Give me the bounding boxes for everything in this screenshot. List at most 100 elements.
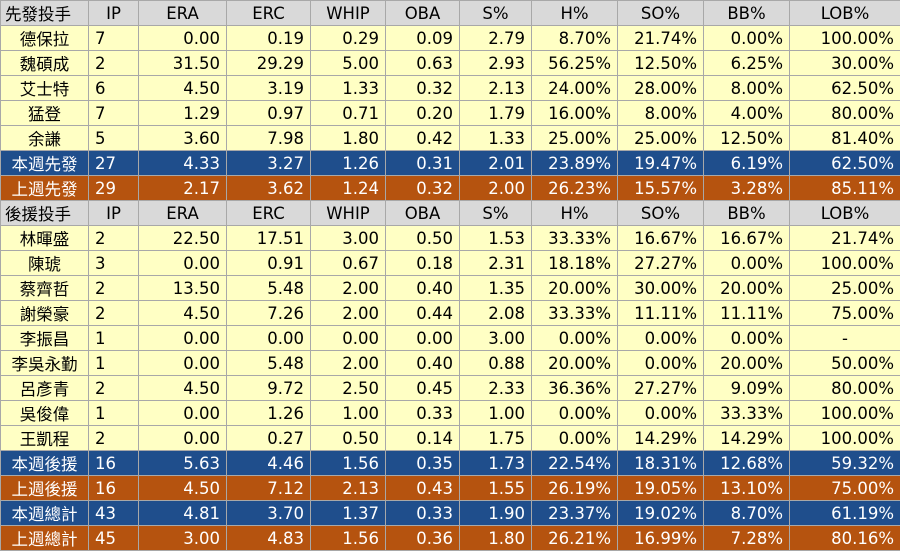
era-cell: 0.00 <box>139 401 227 426</box>
lob-pct-cell: 21.74% <box>790 226 900 251</box>
whip-cell: 2.13 <box>311 476 386 501</box>
s-pct-cell: 2.01 <box>460 151 532 176</box>
column-header-oba: OBA <box>386 1 460 26</box>
whip-cell: 1.37 <box>311 501 386 526</box>
oba-cell: 0.18 <box>386 251 460 276</box>
h-pct-cell: 26.21% <box>532 526 618 551</box>
ip-cell: 27 <box>89 151 139 176</box>
name-cell: 蔡齊哲 <box>1 276 89 301</box>
h-pct-cell: 0.00% <box>532 326 618 351</box>
oba-cell: 0.40 <box>386 276 460 301</box>
bb-pct-cell: 9.09% <box>704 376 790 401</box>
lob-pct-cell: 80.16% <box>790 526 900 551</box>
bb-pct-cell: 12.68% <box>704 451 790 476</box>
era-cell: 3.00 <box>139 526 227 551</box>
era-cell: 13.50 <box>139 276 227 301</box>
ip-cell: 2 <box>89 426 139 451</box>
bb-pct-cell: 11.11% <box>704 301 790 326</box>
whip-cell: 1.00 <box>311 401 386 426</box>
h-pct-cell: 0.00% <box>532 426 618 451</box>
name-cell: 王凱程 <box>1 426 89 451</box>
era-cell: 4.50 <box>139 476 227 501</box>
oba-cell: 0.20 <box>386 101 460 126</box>
whip-cell: 1.56 <box>311 526 386 551</box>
so-pct-cell: 27.27% <box>618 376 704 401</box>
h-pct-cell: 23.37% <box>532 501 618 526</box>
ip-cell: 7 <box>89 101 139 126</box>
erc-cell: 1.26 <box>227 401 311 426</box>
s-pct-cell: 2.00 <box>460 176 532 201</box>
era-cell: 4.50 <box>139 76 227 101</box>
so-pct-cell: 19.47% <box>618 151 704 176</box>
ip-cell: 1 <box>89 401 139 426</box>
erc-cell: 5.48 <box>227 276 311 301</box>
whip-cell: 0.71 <box>311 101 386 126</box>
h-pct-cell: 16.00% <box>532 101 618 126</box>
lob-pct-cell: 100.00% <box>790 401 900 426</box>
name-cell: 陳琥 <box>1 251 89 276</box>
name-cell: 德保拉 <box>1 26 89 51</box>
s-pct-cell: 1.53 <box>460 226 532 251</box>
h-pct-cell: 18.18% <box>532 251 618 276</box>
column-header-whip: WHIP <box>311 201 386 226</box>
name-cell: 上週後援 <box>1 476 89 501</box>
era-cell: 22.50 <box>139 226 227 251</box>
h-pct-cell: 26.23% <box>532 176 618 201</box>
name-cell: 林暉盛 <box>1 226 89 251</box>
so-pct-cell: 11.11% <box>618 301 704 326</box>
so-pct-cell: 16.99% <box>618 526 704 551</box>
whip-cell: 5.00 <box>311 51 386 76</box>
era-cell: 5.63 <box>139 451 227 476</box>
erc-cell: 9.72 <box>227 376 311 401</box>
so-pct-cell: 15.57% <box>618 176 704 201</box>
s-pct-cell: 3.00 <box>460 326 532 351</box>
column-header-ip: IP <box>89 201 139 226</box>
name-cell: 魏碩成 <box>1 51 89 76</box>
h-pct-cell: 20.00% <box>532 351 618 376</box>
era-cell: 1.29 <box>139 101 227 126</box>
column-header-bb-pct: BB% <box>704 201 790 226</box>
h-pct-cell: 33.33% <box>532 226 618 251</box>
so-pct-cell: 30.00% <box>618 276 704 301</box>
column-header-so-pct: SO% <box>618 1 704 26</box>
oba-cell: 0.00 <box>386 326 460 351</box>
ip-cell: 6 <box>89 76 139 101</box>
ip-cell: 16 <box>89 451 139 476</box>
era-cell: 0.00 <box>139 351 227 376</box>
erc-cell: 0.91 <box>227 251 311 276</box>
lob-pct-cell: 30.00% <box>790 51 900 76</box>
erc-cell: 5.48 <box>227 351 311 376</box>
column-header-era: ERA <box>139 201 227 226</box>
h-pct-cell: 25.00% <box>532 126 618 151</box>
so-pct-cell: 8.00% <box>618 101 704 126</box>
name-cell: 本週先發 <box>1 151 89 176</box>
so-pct-cell: 14.29% <box>618 426 704 451</box>
lob-pct-cell: 25.00% <box>790 276 900 301</box>
s-pct-cell: 2.08 <box>460 301 532 326</box>
column-header-lob-pct: LOB% <box>790 201 900 226</box>
lob-pct-cell: 62.50% <box>790 76 900 101</box>
lob-pct-cell: 75.00% <box>790 301 900 326</box>
oba-cell: 0.63 <box>386 51 460 76</box>
whip-cell: 1.33 <box>311 76 386 101</box>
column-header-era: ERA <box>139 1 227 26</box>
ip-cell: 2 <box>89 51 139 76</box>
h-pct-cell: 0.00% <box>532 401 618 426</box>
so-pct-cell: 0.00% <box>618 326 704 351</box>
erc-cell: 7.26 <box>227 301 311 326</box>
s-pct-cell: 1.75 <box>460 426 532 451</box>
bb-pct-cell: 6.25% <box>704 51 790 76</box>
era-cell: 4.81 <box>139 501 227 526</box>
column-header-h-pct: H% <box>532 1 618 26</box>
ip-cell: 2 <box>89 376 139 401</box>
erc-cell: 0.00 <box>227 326 311 351</box>
